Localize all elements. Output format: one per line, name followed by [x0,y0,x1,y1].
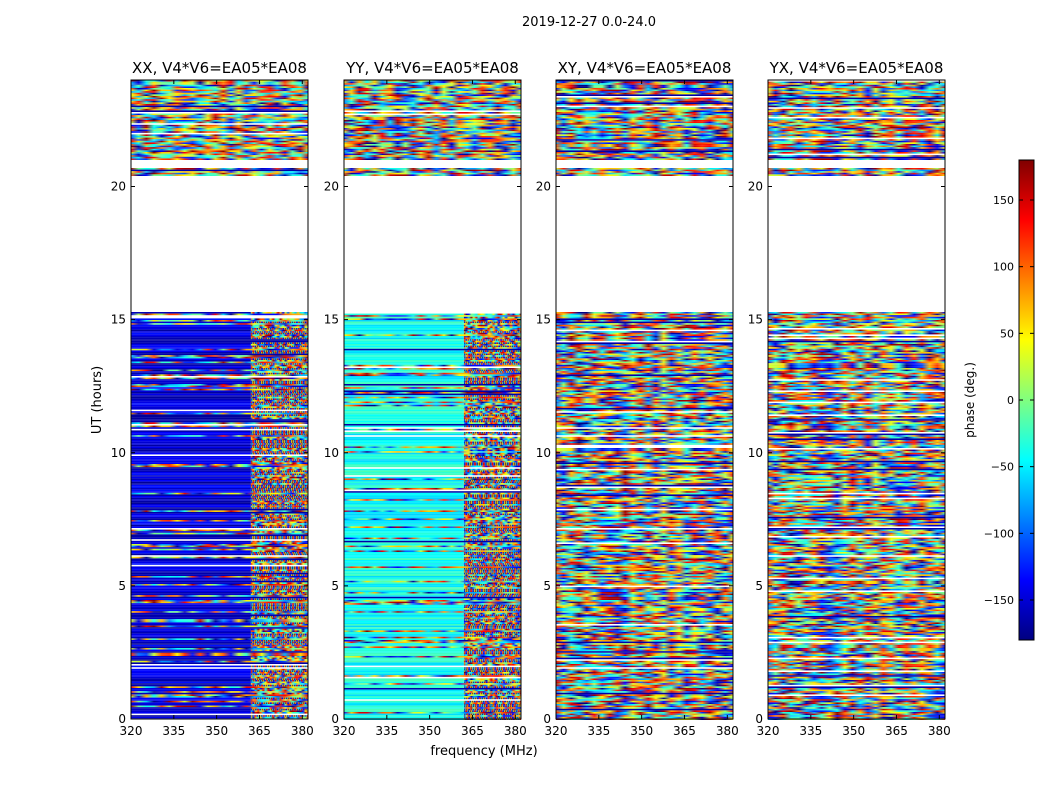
panel-0-ytick-label-0: 0 [118,712,126,726]
panel-1-ytick-label-0: 0 [331,712,339,726]
panel-1-ytick-label-2: 10 [324,446,339,460]
panel-3-xtick-label-0: 320 [757,724,780,738]
panel-2-title: XY, V4*V6=EA05*EA08 [558,59,732,77]
panel-2-xtick-label-3: 365 [673,724,696,738]
colorbar-label: phase (deg.) [963,362,977,438]
colorbar-tick-label-5: 100 [993,261,1014,274]
panel-1-ytick-label-3: 15 [324,313,339,327]
panel-2-waterfall [556,80,733,720]
panel-3: YX, V4*V6=EA05*EA08 320 335 350 365 380 0 5 10 15… [748,59,951,738]
panel-1-xtick-label-4: 380 [504,724,527,738]
colorbar-tick-label-0: −150 [984,594,1014,607]
colorbar-tick-label-3: 0 [1007,394,1014,407]
panel-2-xtick-label-4: 380 [716,724,739,738]
figure-suptitle: 2019-12-27 0.0-24.0 [522,15,656,30]
panel-2-ytick-label-0: 0 [543,712,551,726]
colorbar-tick-label-4: 50 [1000,327,1014,340]
panel-0-waterfall [131,80,308,719]
panel-0-ytick-label-2: 10 [111,446,126,460]
colorbar-tick-label-1: −100 [984,527,1014,540]
panel-1-ytick-label-1: 5 [331,579,339,593]
panel-2-ytick-label-2: 10 [536,446,551,460]
panel-0-xtick-label-4: 380 [291,724,314,738]
panel-0-ytick-label-3: 15 [111,313,126,327]
colorbar: −150 −100 −50 0 50 100 150 phase (deg.) [963,159,1035,641]
colorbar-tick-label-6: 150 [993,194,1014,207]
panel-3-ytick-label-4: 20 [748,180,763,194]
panel-3-waterfall [768,81,945,720]
panel-3-xtick-label-3: 365 [885,724,908,738]
panel-0-xtick-label-0: 320 [120,724,143,738]
panel-2-ytick-label-3: 15 [536,313,551,327]
panel-2-xtick-label-1: 335 [587,724,610,738]
colorbar-tick-label-2: −50 [991,461,1014,474]
panel-3-xtick-label-2: 350 [842,724,865,738]
panel-1-ytick-label-4: 20 [324,180,339,194]
panel-3-ytick-label-0: 0 [755,712,763,726]
panel-2-ytick-label-4: 20 [536,180,551,194]
panel-2-ytick-label-1: 5 [543,579,551,593]
panel-3-ytick-label-1: 5 [755,579,763,593]
figure-xlabel: frequency (MHz) [430,744,537,759]
figure-ylabel: UT (hours) [90,366,105,434]
panel-1-waterfall [344,80,521,720]
panel-2: XY, V4*V6=EA05*EA08 320 335 350 365 380 0 5 10 15… [536,59,739,738]
panel-0-title: XX, V4*V6=EA05*EA08 [132,59,307,77]
panel-1-title: YY, V4*V6=EA05*EA08 [345,59,519,77]
panel-3-xtick-label-1: 335 [799,724,822,738]
panel-1: YY, V4*V6=EA05*EA08 320 335 350 365 380 0 5 10 15… [324,59,527,738]
panels-group: XX, V4*V6=EA05*EA08 320 335 350 365 380 0 5 10 15… [111,59,951,738]
panel-3-title: YX, V4*V6=EA05*EA08 [769,59,944,77]
panel-1-xtick-label-3: 365 [461,724,484,738]
panel-1-xtick-label-2: 350 [418,724,441,738]
panel-2-xtick-label-2: 350 [630,724,653,738]
panel-0-ytick-label-1: 5 [118,579,126,593]
panel-0-xtick-label-1: 335 [162,724,185,738]
panel-1-xtick-label-1: 335 [375,724,398,738]
panel-3-ytick-label-2: 10 [748,446,763,460]
panel-0-xtick-label-2: 350 [205,724,228,738]
panel-3-xtick-label-4: 380 [928,724,951,738]
panel-2-xtick-label-0: 320 [545,724,568,738]
panel-0-ytick-label-4: 20 [111,180,126,194]
panel-0-xtick-label-3: 365 [248,724,271,738]
panel-1-xtick-label-0: 320 [333,724,356,738]
panel-0: XX, V4*V6=EA05*EA08 320 335 350 365 380 0 5 10 15… [111,59,314,738]
panel-3-ytick-label-3: 15 [748,313,763,327]
